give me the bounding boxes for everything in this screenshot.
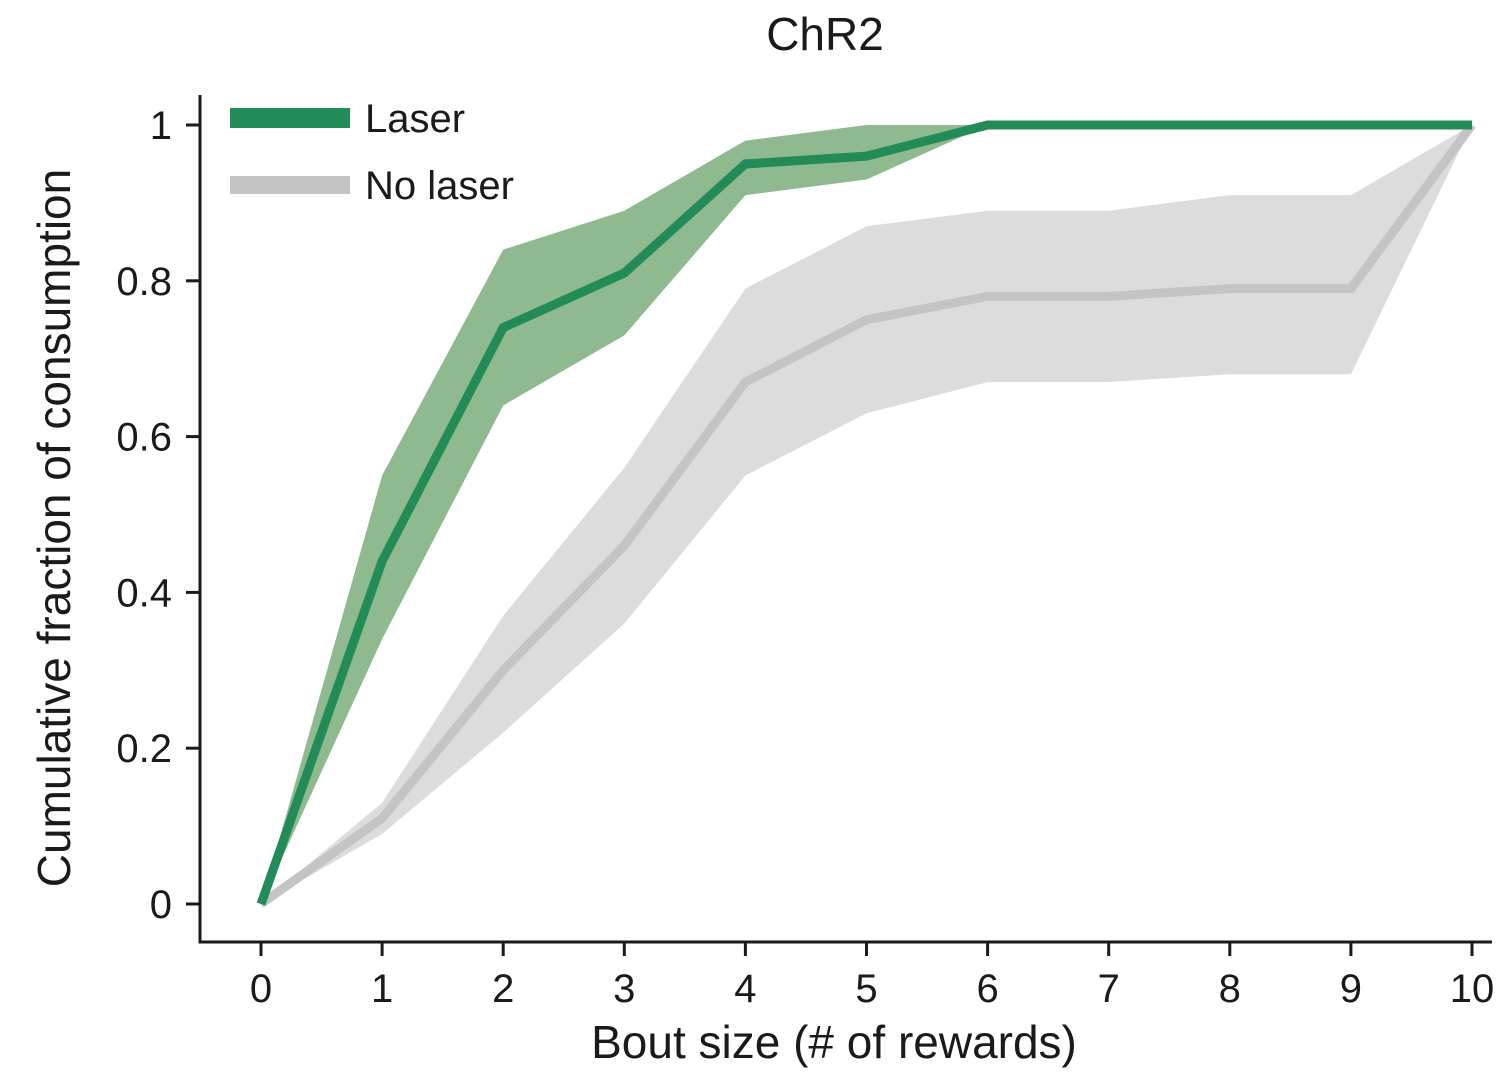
x-tick-label: 9 [1340,967,1362,1011]
legend-label-laser: Laser [365,97,465,141]
x-tick-label: 0 [250,967,272,1011]
y-tick-label: 0.2 [116,727,172,771]
x-tick-label: 2 [492,967,514,1011]
y-tick-label: 0.6 [116,416,172,460]
y-axis-label: Cumulative fraction of consumption [28,169,80,887]
x-tick-label: 8 [1219,967,1241,1011]
y-tick-label: 0.8 [116,260,172,304]
axes [198,95,1492,944]
legend-label-no-laser: No laser [365,164,514,208]
x-tick-label: 5 [855,967,877,1011]
y-tick-label: 1 [150,104,172,148]
x-tick-label: 3 [613,967,635,1011]
confidence-bands [261,125,1472,904]
y-axis-ticks: 0 0.2 0.4 0.6 0.8 1 [116,104,200,927]
x-axis-label: Bout size (# of rewards) [591,1016,1077,1068]
x-tick-label: 1 [371,967,393,1011]
x-tick-label: 6 [976,967,998,1011]
x-tick-label: 10 [1450,967,1495,1011]
x-tick-label: 7 [1098,967,1120,1011]
x-axis-ticks: 0 1 2 3 4 5 6 7 8 9 10 [250,942,1494,1011]
series-lines [256,120,1476,908]
band-no-laser [261,125,1472,904]
line-no-laser [258,122,1476,908]
chart-title: ChR2 [766,8,884,60]
line-laser [256,120,1472,906]
legend: Laser No laser [230,97,514,208]
x-tick-label: 4 [734,967,756,1011]
band-laser [261,125,1472,904]
y-tick-label: 0.4 [116,571,172,615]
y-tick-label: 0 [150,883,172,927]
